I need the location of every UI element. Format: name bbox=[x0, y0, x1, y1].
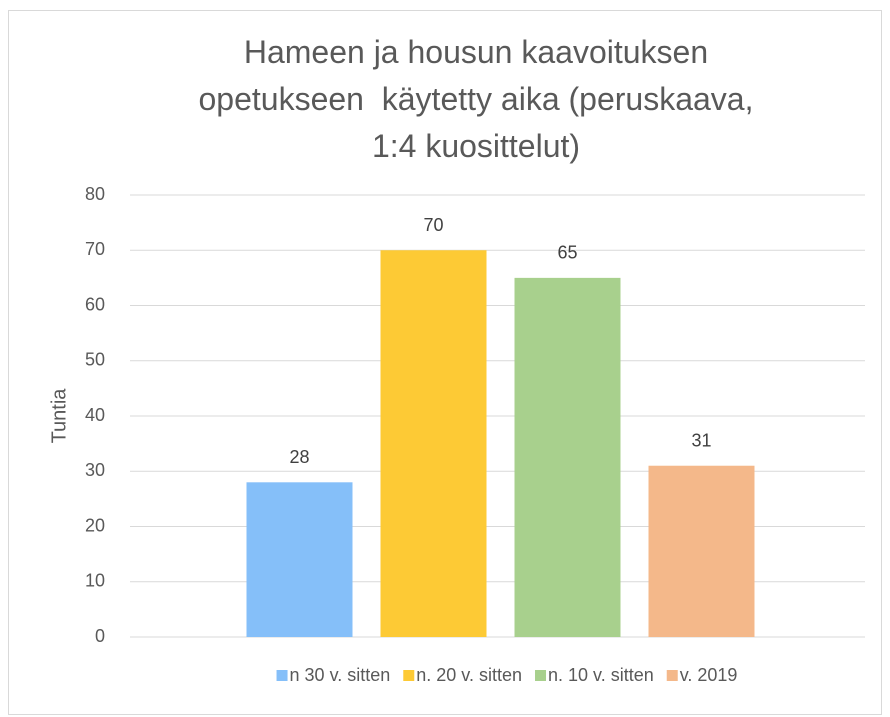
legend-swatch bbox=[666, 670, 678, 681]
legend-label: n 30 v. sitten bbox=[290, 665, 391, 685]
y-tick-label: 30 bbox=[85, 460, 105, 480]
bar bbox=[246, 482, 353, 637]
y-tick-label: 10 bbox=[85, 571, 105, 591]
data-label: 28 bbox=[289, 447, 309, 467]
legend-label: v. 2019 bbox=[680, 665, 738, 685]
legend-swatch bbox=[403, 670, 415, 681]
y-tick-label: 70 bbox=[85, 239, 105, 259]
data-label: 70 bbox=[423, 215, 443, 235]
y-tick-label: 0 bbox=[95, 626, 105, 646]
y-tick-label: 40 bbox=[85, 405, 105, 425]
y-tick-label: 60 bbox=[85, 294, 105, 314]
y-tick-label: 20 bbox=[85, 515, 105, 535]
data-label: 65 bbox=[557, 243, 577, 263]
bar bbox=[514, 277, 621, 637]
legend-label: n. 20 v. sitten bbox=[416, 665, 522, 685]
legend-swatch bbox=[535, 670, 547, 681]
chart-title: Hameen ja housun kaavoituksen opetukseen … bbox=[199, 34, 754, 164]
legend-swatch bbox=[276, 670, 288, 681]
y-tick-label: 50 bbox=[85, 350, 105, 370]
bar bbox=[648, 465, 755, 637]
y-tick-label: 80 bbox=[85, 184, 105, 204]
legend-label: n. 10 v. sitten bbox=[548, 665, 654, 685]
data-label: 31 bbox=[691, 430, 711, 450]
bar bbox=[380, 250, 487, 637]
y-axis-title: Tuntia bbox=[48, 388, 70, 444]
